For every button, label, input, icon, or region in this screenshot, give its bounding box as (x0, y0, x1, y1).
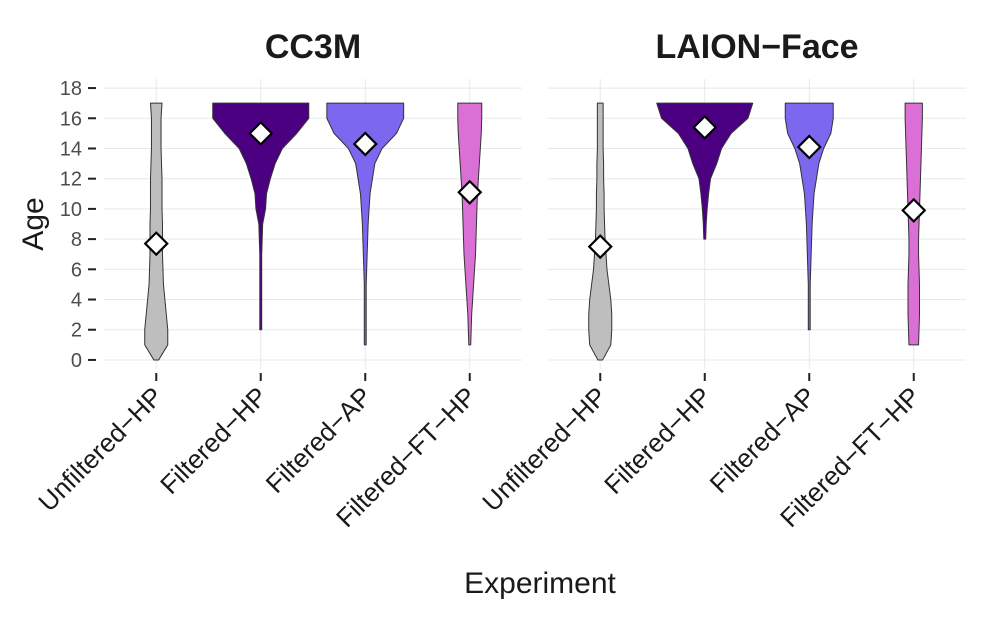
violin (784, 102, 834, 331)
mean-marker (692, 114, 718, 140)
y-tick-label: 14 (60, 138, 82, 160)
x-tick-label: Unfiltered−HP (476, 381, 612, 517)
x-tick-label: Filtered−HP (598, 381, 717, 500)
y-tick-label: 16 (60, 108, 82, 130)
y-tick-label: 2 (71, 320, 82, 342)
y-tick-label: 4 (71, 290, 82, 312)
violin (212, 102, 310, 331)
x-axis-label: Experiment (464, 567, 616, 600)
violin (656, 102, 754, 240)
panel-title: CC3M (265, 28, 361, 66)
y-tick-label: 12 (60, 169, 82, 191)
y-axis-label: Age (17, 197, 50, 250)
violin (326, 102, 405, 346)
mean-marker (901, 197, 927, 223)
violin (904, 102, 923, 346)
mean-marker (248, 120, 274, 146)
y-tick-label: 8 (71, 229, 82, 251)
mean-marker (143, 231, 169, 257)
y-tick-label: 0 (71, 350, 82, 372)
mean-marker (457, 179, 483, 205)
panel-title: LAION−Face (655, 28, 858, 66)
x-tick-label: Filtered−HP (154, 381, 273, 500)
y-tick-label: 10 (60, 199, 82, 221)
x-tick-label: Unfiltered−HP (32, 381, 168, 517)
violin (457, 102, 483, 346)
mean-marker (796, 134, 822, 160)
y-tick-label: 6 (71, 259, 82, 281)
mean-marker (587, 234, 613, 260)
y-tick-label: 18 (60, 78, 82, 100)
mean-marker (352, 131, 378, 157)
violin (588, 102, 613, 361)
